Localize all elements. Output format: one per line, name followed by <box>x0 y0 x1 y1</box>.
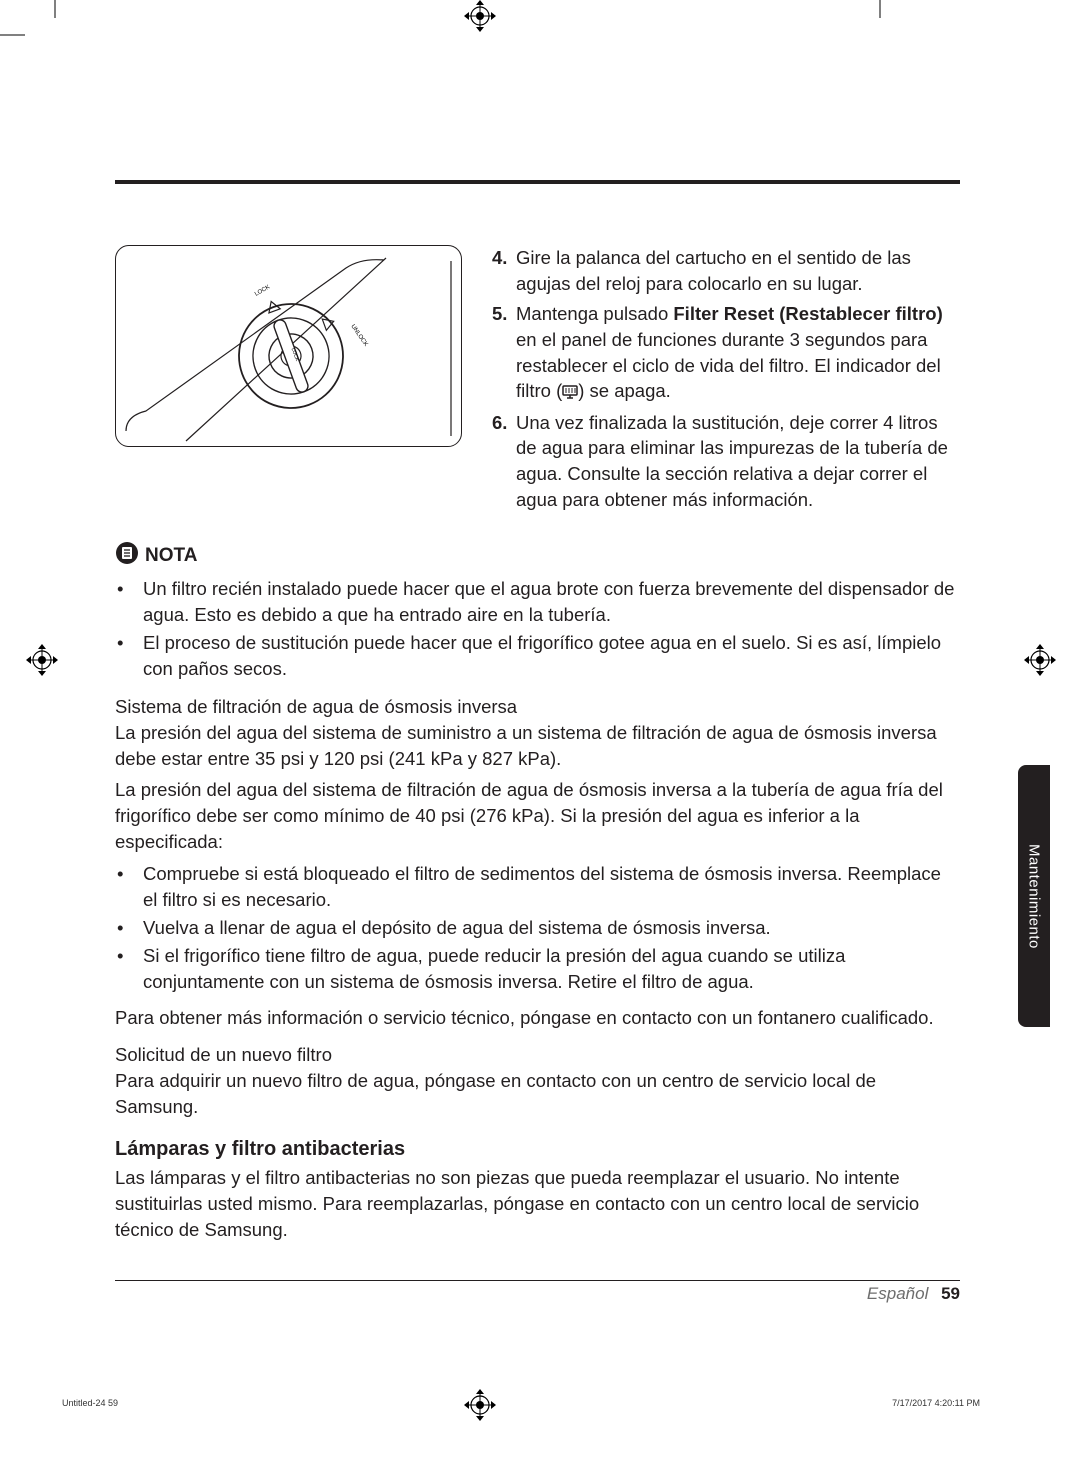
osmosis-p2: La presión del agua del sistema de filtr… <box>115 777 960 855</box>
lamps-text: Las lámparas y el filtro antibacterias n… <box>115 1165 960 1243</box>
lock-label: LOCK <box>254 284 271 297</box>
unlock-label: UNLOCK <box>349 324 368 348</box>
order-heading: Solicitud de un nuevo filtro <box>115 1044 960 1066</box>
footer-divider <box>115 1280 960 1281</box>
step-text: Una vez finalizada la sustitución, deje … <box>516 410 960 514</box>
osmosis-heading: Sistema de filtración de agua de ósmosis… <box>115 696 960 718</box>
step-text: Mantenga pulsado Filter Reset (Restablec… <box>516 301 960 406</box>
note-label: NOTA <box>145 545 197 567</box>
step-4: 4. Gire la palanca del cartucho en el se… <box>492 245 960 297</box>
list-text: Compruebe si está bloqueado el filtro de… <box>143 861 960 913</box>
lamps-heading: Lámparas y filtro antibacterias <box>115 1138 960 1161</box>
order-text: Para adquirir un nuevo filtro de agua, p… <box>115 1068 960 1120</box>
osmosis-list: Compruebe si está bloqueado el filtro de… <box>115 861 960 994</box>
list-item: Si el frigorífico tiene filtro de agua, … <box>115 943 960 995</box>
step-5: 5. Mantenga pulsado Filter Reset (Restab… <box>492 301 960 406</box>
page-content: LOCK LOCK UNLOCK 4. Gire la palanca del … <box>115 245 960 1249</box>
footer-lang: Español <box>867 1284 928 1303</box>
step-post2: ) se apaga. <box>578 380 671 401</box>
note-icon <box>115 541 139 570</box>
list-text: Si el frigorífico tiene filtro de agua, … <box>143 943 960 995</box>
step-bold: Filter Reset (Restablecer filtro) <box>673 303 942 324</box>
list-item: Vuelva a llenar de agua el depósito de a… <box>115 915 960 941</box>
list-item: Compruebe si está bloqueado el filtro de… <box>115 861 960 913</box>
step-text: Gire la palanca del cartucho en el senti… <box>516 245 960 297</box>
print-meta-left: Untitled-24 59 <box>62 1398 118 1408</box>
contact-text: Para obtener más información o servicio … <box>115 1005 960 1031</box>
step-num: 4. <box>492 245 516 297</box>
note-item: El proceso de sustitución puede hacer qu… <box>115 630 960 682</box>
note-item: Un filtro recién instalado puede hacer q… <box>115 576 960 628</box>
note-block: NOTA Un filtro recién instalado puede ha… <box>115 541 960 1243</box>
footer: Español 59 <box>867 1284 960 1304</box>
section-tab: Mantenimiento <box>1018 765 1050 1027</box>
filter-cartridge-illustration: LOCK LOCK UNLOCK <box>115 245 462 447</box>
step-6: 6. Una vez finalizada la sustitución, de… <box>492 410 960 514</box>
instruction-steps: 4. Gire la palanca del cartucho en el se… <box>490 245 960 513</box>
osmosis-p1: La presión del agua del sistema de sumin… <box>115 720 960 772</box>
note-text: El proceso de sustitución puede hacer qu… <box>143 630 960 682</box>
step-pre: Mantenga pulsado <box>516 303 673 324</box>
step-num: 5. <box>492 301 516 406</box>
note-list: Un filtro recién instalado puede hacer q… <box>115 576 960 682</box>
note-text: Un filtro recién instalado puede hacer q… <box>143 576 960 628</box>
top-divider <box>115 180 960 184</box>
print-meta-right: 7/17/2017 4:20:11 PM <box>892 1398 980 1408</box>
footer-page: 59 <box>941 1284 960 1303</box>
list-text: Vuelva a llenar de agua el depósito de a… <box>143 915 771 941</box>
filter-indicator-icon <box>562 380 578 406</box>
step-num: 6. <box>492 410 516 514</box>
section-tab-label: Mantenimiento <box>1026 844 1043 949</box>
note-header: NOTA <box>115 541 960 570</box>
